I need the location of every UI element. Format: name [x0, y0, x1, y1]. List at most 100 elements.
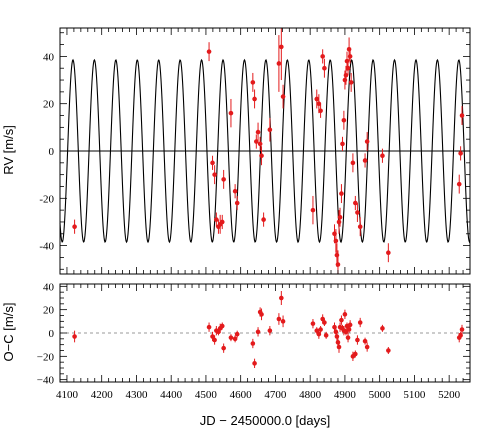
data-point	[348, 80, 354, 85]
data-point	[234, 331, 240, 337]
x-tick-label: 4600	[230, 389, 253, 401]
data-point	[314, 328, 320, 333]
rv-panel: -40 -20 0 20 40 RV [m/s]	[1, 27, 471, 275]
model-sinusoid	[59, 58, 471, 244]
data-point	[214, 217, 219, 222]
y-tick-label: −20	[37, 351, 55, 363]
data-point	[334, 252, 340, 258]
data-point	[221, 177, 226, 182]
residual-ticks	[59, 284, 471, 382]
data-point	[459, 113, 465, 118]
residual-y-axis-label: O−C [m/s]	[1, 303, 16, 362]
data-point	[314, 96, 320, 102]
data-point	[228, 335, 234, 340]
data-point	[342, 312, 348, 317]
data-point	[355, 337, 360, 343]
data-point	[316, 331, 322, 337]
data-point	[210, 160, 215, 166]
data-point	[316, 101, 322, 106]
data-point	[347, 322, 353, 328]
data-point	[323, 333, 329, 338]
y-tick-label: 20	[43, 305, 55, 317]
data-point	[232, 188, 238, 194]
data-point	[310, 321, 316, 326]
data-point	[333, 238, 339, 244]
data-point	[320, 316, 325, 322]
rv-y-axis-label: RV [m/s]	[1, 125, 16, 175]
data-point	[364, 139, 370, 144]
data-point	[357, 320, 363, 325]
data-point	[362, 158, 368, 163]
data-point	[458, 333, 463, 338]
data-point	[339, 317, 344, 323]
rv-data-points	[72, 28, 465, 274]
residual-x-tick-labels: 4100 4200 4300 4400 4500 4600 4700 4800 4900 5000…	[56, 389, 461, 401]
data-point	[255, 329, 261, 335]
x-tick-label: 5000	[369, 389, 392, 401]
data-point	[279, 44, 284, 50]
data-point	[346, 46, 352, 52]
data-point	[357, 224, 363, 229]
data-point	[261, 217, 266, 222]
data-point	[333, 329, 339, 335]
data-point	[386, 250, 391, 256]
data-point	[350, 160, 356, 166]
data-point	[250, 80, 256, 85]
x-tick-label: 4200	[91, 389, 114, 401]
data-point	[355, 210, 360, 215]
data-point	[318, 327, 323, 332]
residual-y-tick-labels: −40 −20 0 20 40	[37, 281, 55, 386]
data-point	[386, 348, 391, 353]
data-point	[232, 336, 238, 342]
rv-y-tick-labels: -40 -20 0 20 40	[39, 51, 54, 252]
data-point	[345, 65, 351, 71]
residual-data-points	[72, 291, 465, 368]
data-point	[364, 344, 370, 350]
data-point	[72, 334, 77, 339]
data-point	[343, 329, 349, 335]
data-point	[340, 141, 345, 147]
data-point	[257, 141, 263, 147]
y-tick-label: -20	[39, 193, 54, 205]
data-point	[322, 320, 327, 325]
x-axis-label: JD − 2450000.0 [days]	[200, 413, 330, 428]
data-point	[250, 341, 256, 346]
data-point	[280, 319, 286, 324]
data-point	[353, 351, 358, 357]
data-point	[380, 326, 385, 331]
y-tick-label: −40	[37, 375, 55, 387]
data-point	[318, 108, 323, 114]
data-point	[341, 117, 347, 123]
data-point	[267, 127, 273, 133]
data-point	[252, 361, 257, 366]
data-point	[335, 262, 341, 267]
data-point	[267, 328, 273, 333]
data-point	[346, 327, 352, 332]
data-point	[212, 337, 217, 343]
y-tick-label: 20	[43, 99, 55, 111]
data-point	[458, 151, 463, 156]
data-point	[279, 295, 284, 301]
rv-model-curve	[59, 58, 471, 244]
data-point	[342, 77, 348, 83]
data-point	[255, 129, 261, 135]
data-point	[456, 181, 462, 187]
x-tick-label: 5200	[438, 389, 461, 401]
data-point	[339, 191, 344, 196]
data-point	[335, 340, 341, 345]
data-point	[276, 316, 282, 322]
data-point	[336, 219, 342, 225]
x-tick-label: 4400	[160, 389, 183, 401]
data-point	[320, 54, 325, 59]
data-point	[210, 334, 215, 339]
data-point	[216, 329, 221, 335]
y-tick-label: 40	[43, 51, 55, 63]
y-tick-label: 0	[49, 328, 55, 340]
x-tick-label: 5100	[403, 389, 426, 401]
y-tick-label: -40	[39, 241, 54, 253]
data-point	[206, 324, 212, 330]
data-point	[259, 153, 264, 159]
data-point	[337, 214, 343, 220]
